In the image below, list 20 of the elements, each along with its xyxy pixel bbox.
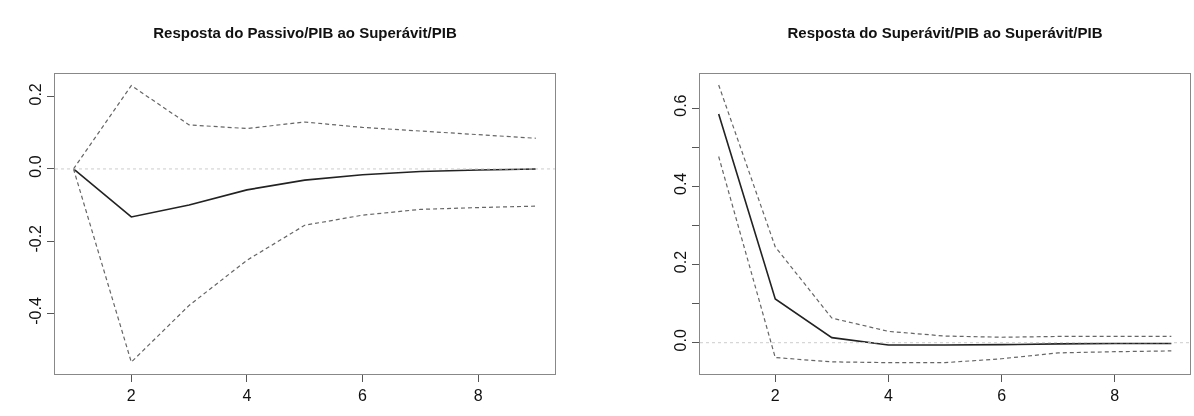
line-series xyxy=(718,155,1172,364)
x-tick-label: 8 xyxy=(473,387,483,405)
y-tick-label: 0.4 xyxy=(671,172,689,195)
y-tick-label: 0.0 xyxy=(671,329,689,352)
y-tick-label: 0.6 xyxy=(671,94,689,117)
x-tick-label: 4 xyxy=(242,387,252,405)
x-tick-label: 2 xyxy=(770,387,780,405)
y-tick-label: -0.4 xyxy=(26,297,44,325)
y-tick-label: 0.2 xyxy=(26,83,44,106)
x-tick-label: 8 xyxy=(1110,387,1120,405)
x-tick-label: 6 xyxy=(358,387,368,405)
y-tick-label: 0.0 xyxy=(26,155,44,178)
y-tick-label: -0.2 xyxy=(26,224,44,253)
x-tick-label: 4 xyxy=(883,387,893,405)
chart-title: Resposta do Passivo/PIB ao Superávit/PIB xyxy=(153,24,457,42)
y-tick-label: 0.2 xyxy=(671,250,689,274)
x-tick-label: 6 xyxy=(997,387,1007,405)
x-tick-label: 2 xyxy=(126,387,136,405)
chart-title: Resposta do Superávit/PIB ao Superávit/PIB xyxy=(787,24,1103,42)
line-series xyxy=(72,168,537,218)
